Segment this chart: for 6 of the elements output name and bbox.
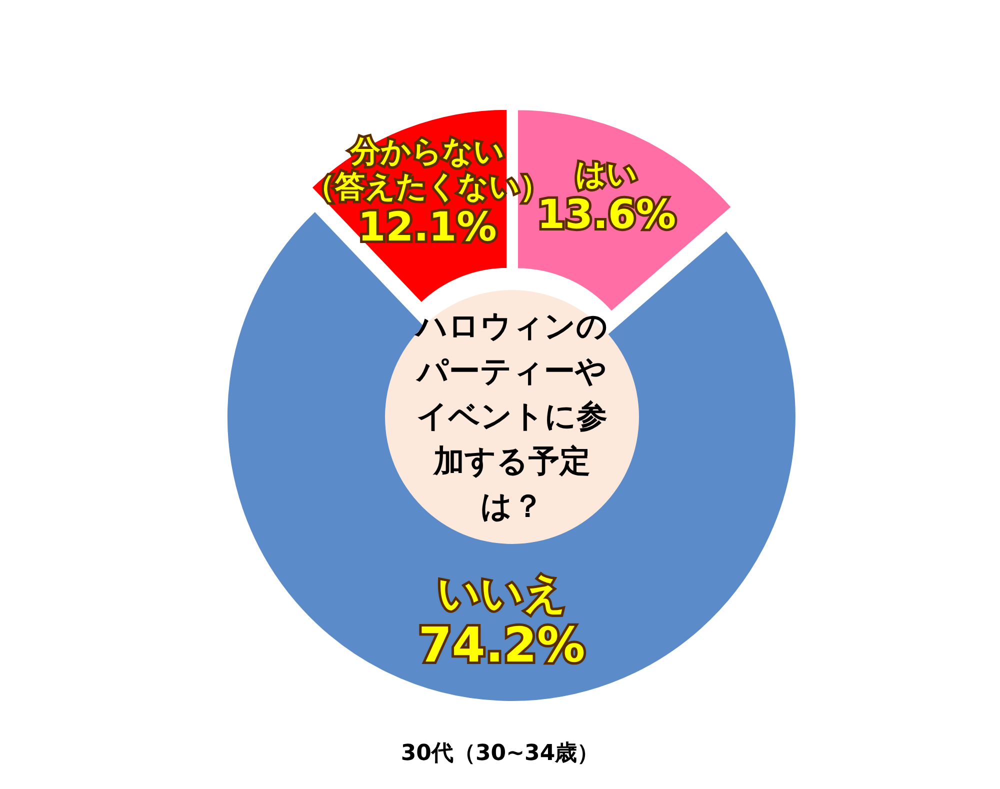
slice-label: はい <box>576 156 638 192</box>
text: ハロウィンのパーティーやイベントに参加する予定は？ <box>414 308 609 526</box>
text: 30代（30~34歳） <box>400 740 600 768</box>
data-label: 12.1% <box>358 204 497 251</box>
data-label: 74.2% <box>418 616 586 674</box>
slice-label: いいえ <box>436 568 568 618</box>
